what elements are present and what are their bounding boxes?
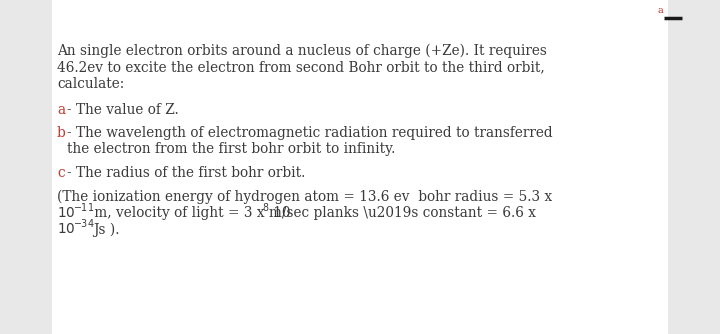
Text: Js ).: Js ). bbox=[93, 222, 120, 236]
Text: m/sec planks \u2019s constant = 6.6 x: m/sec planks \u2019s constant = 6.6 x bbox=[269, 206, 536, 220]
Text: calculate:: calculate: bbox=[57, 76, 125, 91]
Bar bbox=[0, 0, 52, 334]
Text: a: a bbox=[658, 6, 664, 15]
Text: $8$: $8$ bbox=[262, 201, 269, 213]
Text: m, velocity of light = 3 x  10: m, velocity of light = 3 x 10 bbox=[90, 206, 290, 220]
Text: b: b bbox=[57, 126, 66, 140]
Text: the electron from the first bohr orbit to infinity.: the electron from the first bohr orbit t… bbox=[67, 142, 395, 156]
Text: $-34$: $-34$ bbox=[73, 217, 94, 229]
Text: c: c bbox=[57, 166, 65, 180]
Text: $10$: $10$ bbox=[57, 206, 76, 220]
Text: a: a bbox=[57, 103, 65, 117]
Text: (The ionization energy of hydrogen atom = 13.6 ev  bohr radius = 5.3 x: (The ionization energy of hydrogen atom … bbox=[57, 190, 552, 204]
Text: $-11$: $-11$ bbox=[73, 201, 94, 213]
Text: An single electron orbits around a nucleus of charge (+Ze). It requires: An single electron orbits around a nucle… bbox=[57, 44, 547, 58]
Text: - The value of Z.: - The value of Z. bbox=[67, 103, 179, 117]
Text: - The wavelength of electromagnetic radiation required to transferred: - The wavelength of electromagnetic radi… bbox=[67, 126, 553, 140]
Bar bbox=[668, 0, 720, 334]
Text: - The radius of the first bohr orbit.: - The radius of the first bohr orbit. bbox=[67, 166, 305, 180]
Text: 46.2ev to excite the electron from second Bohr orbit to the third orbit,: 46.2ev to excite the electron from secon… bbox=[57, 60, 545, 74]
Text: $10$: $10$ bbox=[57, 222, 76, 236]
